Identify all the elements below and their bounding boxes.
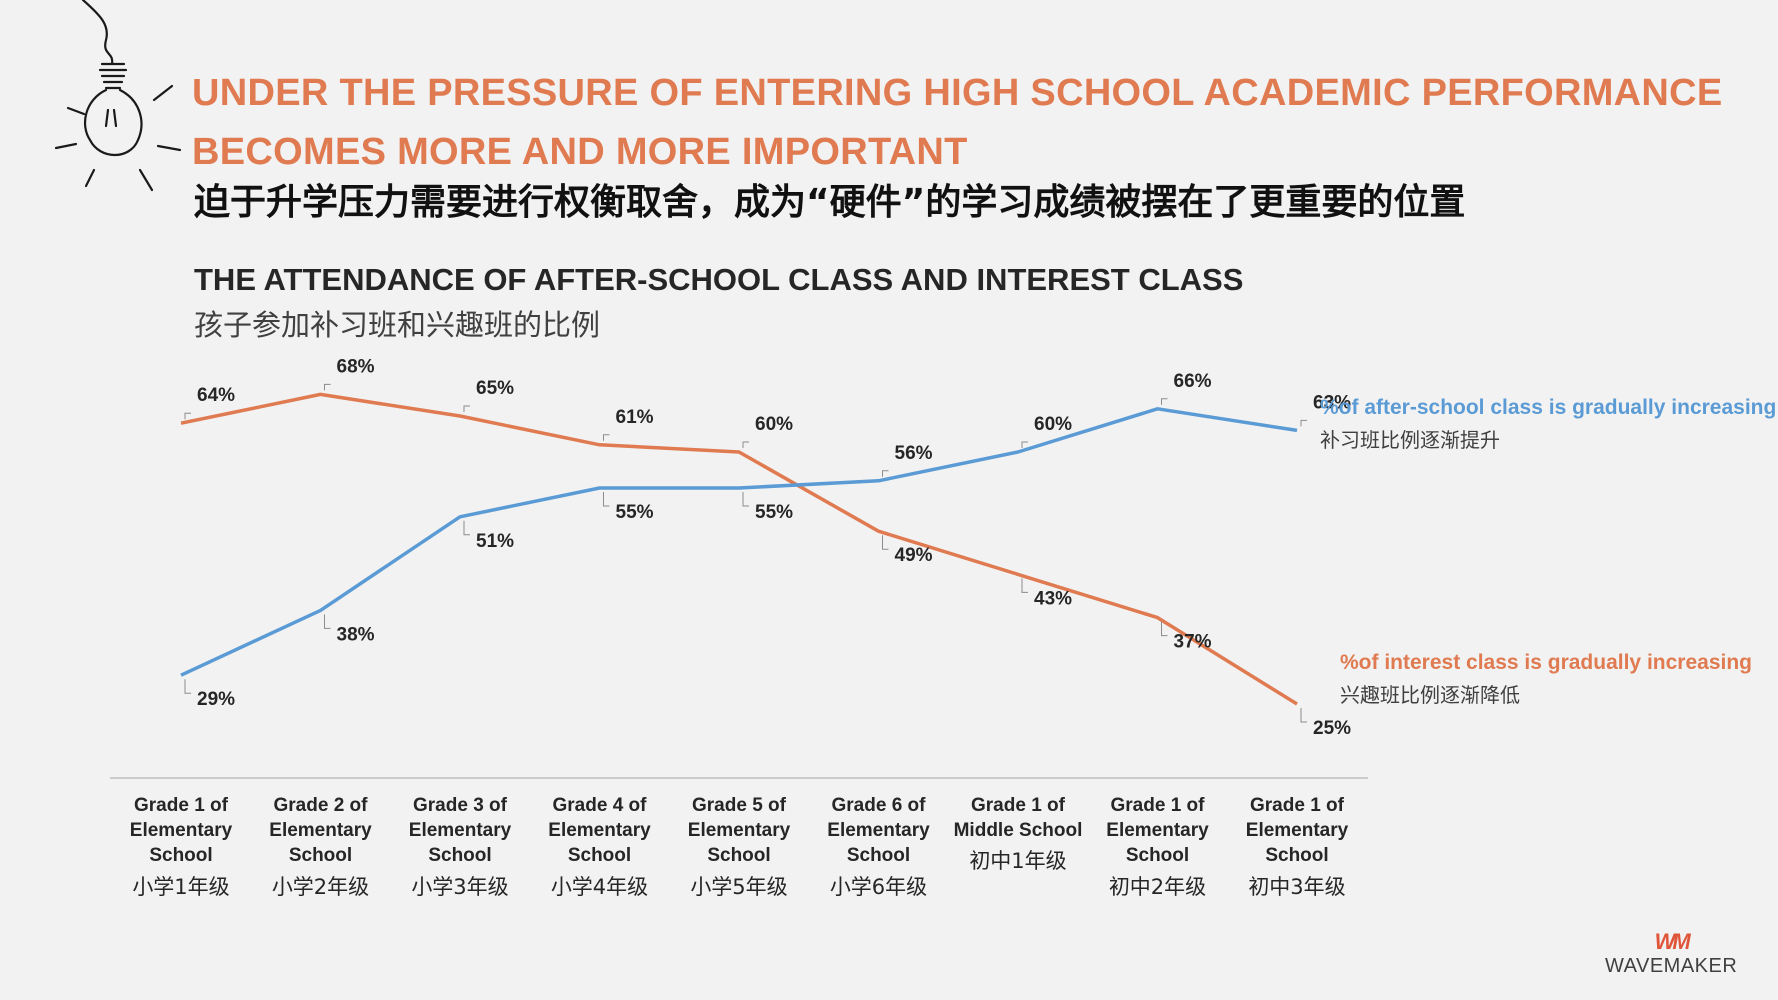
- x-tick-label-cn: 小学5年级: [690, 875, 787, 899]
- light-bulb-icon: [54, 0, 182, 192]
- x-tick-label: Grade 2 of: [274, 795, 369, 816]
- data-label: 38%: [337, 624, 375, 645]
- label-leader: [324, 383, 331, 391]
- label-leader: [463, 405, 470, 412]
- label-leader: [742, 492, 749, 507]
- data-label: 63%: [1313, 392, 1351, 413]
- x-tick-label: Grade 4 of: [553, 795, 648, 816]
- label-leader: [1300, 419, 1307, 427]
- chart-title: THE ATTENDANCE OF AFTER-SCHOOL CLASS AND…: [194, 262, 1244, 297]
- legend-after-school-en: %of after-school class is gradually incr…: [1320, 396, 1777, 419]
- x-tick-label: Middle School: [954, 820, 1083, 841]
- data-label: 49%: [895, 545, 933, 566]
- x-tick-label-cn: 初中3年级: [1248, 875, 1345, 899]
- data-label: 68%: [337, 356, 375, 377]
- x-tick-label-cn: 小学3年级: [411, 875, 508, 899]
- x-tick-label: School: [568, 845, 631, 866]
- legend-after-school-cn: 补习班比例逐渐提升: [1320, 428, 1500, 452]
- x-tick-label: School: [707, 845, 770, 866]
- x-tick-label: Elementary: [1246, 820, 1349, 841]
- x-tick-label-cn: 小学1年级: [132, 875, 229, 899]
- x-tick-label: School: [289, 845, 352, 866]
- x-tick-label-cn: 小学6年级: [830, 875, 927, 899]
- x-tick-label: Grade 3 of: [413, 795, 508, 816]
- label-leader: [603, 434, 610, 441]
- page-title: UNDER THE PRESSURE OF ENTERING HIGH SCHO…: [192, 72, 1723, 173]
- data-label: 66%: [1174, 371, 1212, 392]
- legend-after-school: %of after-school class is gradually incr…: [1320, 396, 1776, 453]
- label-leader: [1161, 621, 1168, 637]
- x-tick-label: Grade 6 of: [832, 795, 927, 816]
- data-label: 65%: [476, 378, 514, 399]
- legend-interest: %of interest class is gradually increasi…: [1340, 651, 1752, 708]
- label-leader: [1021, 578, 1028, 593]
- chart-subtitle: 孩子参加补习班和兴趣班的比例: [194, 308, 601, 342]
- label-leader: [1021, 441, 1028, 448]
- logo-text: WAVEMAKER: [1605, 955, 1738, 977]
- data-label: 55%: [616, 502, 654, 523]
- x-tick-label: School: [149, 845, 212, 866]
- label-leader: [184, 679, 191, 694]
- label-leader: [463, 520, 470, 536]
- label-leader: [1300, 708, 1307, 723]
- wavemaker-logo: WM WAVEMAKER: [1605, 929, 1737, 978]
- label-leader: [324, 614, 331, 629]
- x-tick-label-cn: 初中1年级: [969, 849, 1066, 873]
- x-tick-label-cn: 初中2年级: [1109, 875, 1206, 899]
- x-tick-label: School: [847, 845, 910, 866]
- legend-interest-cn: 兴趣班比例逐渐降低: [1340, 683, 1520, 707]
- legend-interest-en: %of interest class is gradually increasi…: [1340, 651, 1752, 674]
- x-tick-label-cn: 小学4年级: [551, 875, 648, 899]
- data-label: 60%: [1034, 414, 1072, 435]
- x-tick-label: School: [1265, 845, 1328, 866]
- data-label: 55%: [755, 502, 793, 523]
- data-label: 61%: [616, 407, 654, 428]
- x-tick-label: Grade 1 of: [1111, 795, 1206, 816]
- x-tick-label: Elementary: [409, 820, 512, 841]
- x-tick-label: Grade 5 of: [692, 795, 787, 816]
- x-tick-label: Elementary: [269, 820, 372, 841]
- series-line: [180, 392, 1298, 706]
- label-leader: [1161, 398, 1168, 405]
- label-leader: [742, 441, 749, 448]
- page-subtitle: 迫于升学压力需要进行权衡取舍，成为“硬件”的学习成绩被摆在了更重要的位置: [194, 182, 1466, 223]
- x-tick-label: Elementary: [130, 820, 233, 841]
- x-tick-label: Elementary: [827, 820, 930, 841]
- data-label: 43%: [1034, 588, 1072, 609]
- x-tick-label: Elementary: [1106, 820, 1209, 841]
- x-tick-label: Grade 1 of: [971, 795, 1066, 816]
- data-label: 56%: [895, 443, 933, 464]
- label-leader: [882, 470, 889, 477]
- label-leader: [603, 492, 610, 507]
- x-tick-label-cn: 小学2年级: [272, 875, 369, 899]
- data-label: 37%: [1174, 632, 1212, 653]
- label-leader: [184, 412, 191, 420]
- data-label: 29%: [197, 689, 235, 710]
- data-label: 60%: [755, 414, 793, 435]
- label-leader: [882, 535, 889, 550]
- data-label: 51%: [476, 531, 514, 552]
- data-label: 64%: [197, 385, 235, 406]
- x-tick-label: School: [428, 845, 491, 866]
- data-label: 25%: [1313, 718, 1351, 739]
- x-tick-label: Grade 1 of: [1250, 795, 1345, 816]
- series-line: [180, 407, 1298, 677]
- x-tick-label: Grade 1 of: [134, 795, 229, 816]
- logo-mark: WM: [1654, 929, 1691, 954]
- x-tick-label: Elementary: [548, 820, 651, 841]
- x-tick-label: School: [1126, 845, 1189, 866]
- x-tick-label: Elementary: [688, 820, 791, 841]
